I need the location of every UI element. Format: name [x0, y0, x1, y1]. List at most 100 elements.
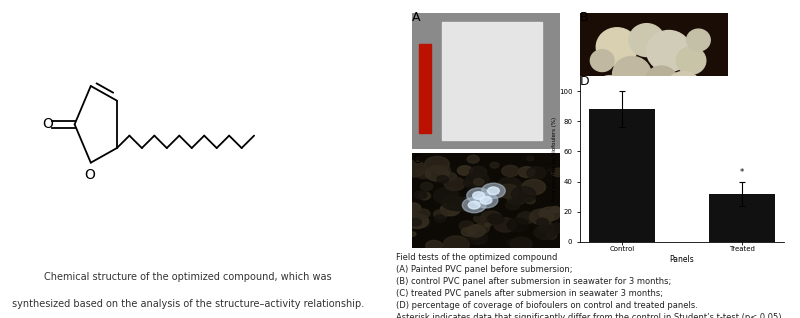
- Circle shape: [526, 197, 535, 204]
- Circle shape: [472, 207, 485, 216]
- Text: (A) Painted PVC panel before submersion;: (A) Painted PVC panel before submersion;: [396, 265, 573, 274]
- Circle shape: [406, 214, 429, 229]
- Bar: [590, 109, 655, 242]
- Circle shape: [488, 214, 503, 224]
- Circle shape: [498, 177, 522, 192]
- Circle shape: [466, 225, 486, 237]
- Circle shape: [666, 72, 702, 104]
- Circle shape: [410, 232, 416, 236]
- Circle shape: [482, 183, 506, 198]
- Circle shape: [471, 189, 478, 194]
- Circle shape: [473, 223, 490, 234]
- Circle shape: [426, 240, 442, 251]
- Circle shape: [441, 203, 460, 216]
- Circle shape: [467, 155, 479, 163]
- Circle shape: [550, 206, 560, 212]
- Circle shape: [470, 166, 486, 177]
- Circle shape: [463, 178, 480, 188]
- Circle shape: [629, 24, 664, 57]
- Circle shape: [539, 223, 554, 232]
- Circle shape: [507, 239, 519, 247]
- Circle shape: [548, 168, 554, 172]
- Circle shape: [686, 29, 710, 51]
- Circle shape: [494, 218, 516, 232]
- Circle shape: [510, 237, 532, 251]
- Circle shape: [465, 201, 484, 213]
- Circle shape: [468, 232, 488, 245]
- Circle shape: [610, 95, 639, 122]
- Text: Chemical structure of the optimized compound, which was: Chemical structure of the optimized comp…: [44, 272, 332, 282]
- Circle shape: [518, 167, 535, 177]
- Circle shape: [414, 217, 431, 228]
- Circle shape: [486, 193, 502, 203]
- Circle shape: [527, 167, 546, 179]
- Circle shape: [522, 154, 534, 161]
- Circle shape: [414, 191, 427, 199]
- Circle shape: [511, 187, 536, 202]
- Text: C: C: [412, 153, 421, 166]
- Circle shape: [517, 212, 534, 224]
- Circle shape: [534, 225, 556, 239]
- Circle shape: [613, 57, 651, 92]
- Circle shape: [590, 50, 614, 72]
- Circle shape: [468, 201, 480, 209]
- Circle shape: [437, 176, 449, 183]
- Circle shape: [596, 76, 623, 100]
- Circle shape: [466, 188, 490, 203]
- Circle shape: [521, 211, 531, 218]
- Circle shape: [645, 66, 678, 96]
- Bar: [419, 44, 431, 133]
- Circle shape: [527, 156, 534, 161]
- Circle shape: [490, 162, 499, 168]
- Circle shape: [462, 228, 474, 236]
- Circle shape: [444, 177, 465, 190]
- Circle shape: [663, 103, 690, 128]
- Circle shape: [534, 212, 548, 221]
- Text: Field tests of the optimized compound: Field tests of the optimized compound: [396, 253, 558, 262]
- Bar: [709, 194, 774, 242]
- Circle shape: [551, 168, 565, 176]
- X-axis label: Panels: Panels: [670, 255, 694, 264]
- Circle shape: [474, 178, 484, 185]
- Circle shape: [549, 223, 565, 233]
- Circle shape: [421, 183, 433, 190]
- Circle shape: [443, 236, 470, 253]
- Circle shape: [634, 89, 674, 128]
- Text: (C) treated PVC panels after submersion in seawater 3 months;: (C) treated PVC panels after submersion …: [396, 289, 663, 298]
- Circle shape: [646, 31, 691, 72]
- Circle shape: [596, 28, 638, 66]
- Circle shape: [418, 192, 430, 200]
- Circle shape: [426, 166, 449, 181]
- Circle shape: [506, 201, 519, 210]
- Bar: [442, 22, 542, 140]
- Circle shape: [539, 207, 560, 221]
- Circle shape: [416, 169, 430, 178]
- Text: D: D: [580, 75, 590, 88]
- Circle shape: [498, 184, 519, 198]
- Text: (B) control PVC panel after submersion in seawater for 3 months;: (B) control PVC panel after submersion i…: [396, 277, 671, 286]
- Circle shape: [466, 172, 489, 187]
- Circle shape: [415, 209, 430, 218]
- Circle shape: [446, 173, 457, 180]
- Circle shape: [410, 218, 422, 226]
- Circle shape: [473, 192, 485, 199]
- Text: *: *: [740, 168, 744, 177]
- Circle shape: [507, 218, 528, 232]
- Circle shape: [401, 161, 426, 177]
- Circle shape: [507, 191, 527, 204]
- Circle shape: [463, 181, 471, 186]
- Circle shape: [538, 225, 550, 232]
- Text: B: B: [580, 11, 589, 24]
- Circle shape: [425, 156, 450, 172]
- Circle shape: [485, 223, 490, 227]
- Circle shape: [537, 218, 548, 226]
- Circle shape: [458, 166, 472, 175]
- Text: O: O: [42, 117, 53, 131]
- Circle shape: [480, 197, 492, 204]
- Circle shape: [456, 197, 478, 211]
- Circle shape: [530, 209, 554, 225]
- Circle shape: [447, 197, 468, 211]
- Text: A: A: [412, 11, 421, 24]
- Circle shape: [676, 47, 706, 74]
- Text: O: O: [85, 168, 95, 182]
